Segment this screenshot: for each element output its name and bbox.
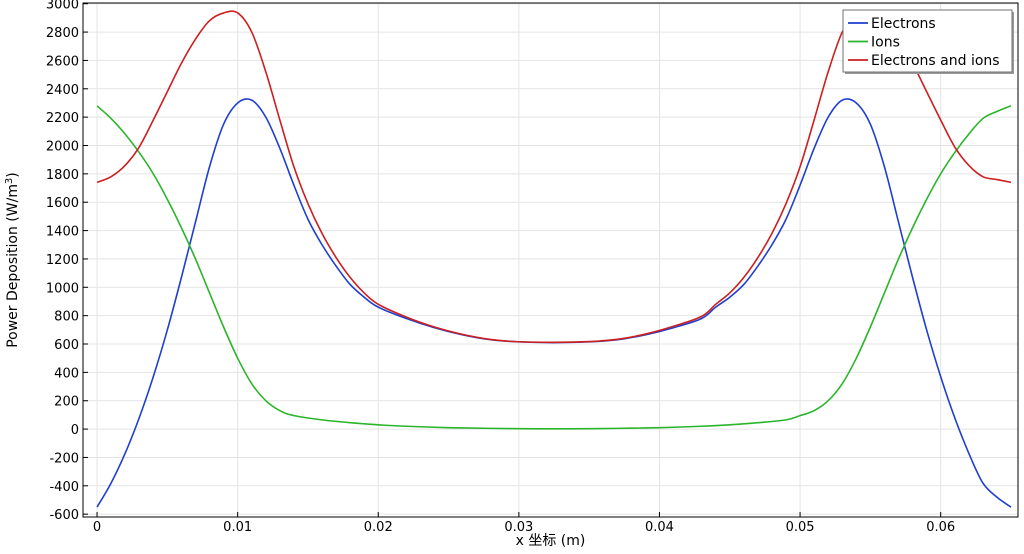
y-axis-ticks: -600 -400 -200 0 200 400 600 800 1000 1200 1400 160… — [46, 0, 88, 523]
y-tick-label: 0 — [71, 423, 79, 438]
y-tick-label: 2000 — [46, 140, 79, 155]
y-tick-label: -600 — [49, 508, 79, 523]
y-tick-label: -400 — [49, 480, 79, 495]
legend-label: Electrons and ions — [871, 53, 1000, 69]
grid — [83, 3, 1018, 517]
legend-box — [842, 9, 1013, 73]
y-tick-label: 1400 — [46, 225, 79, 240]
y-tick-label: 3000 — [46, 0, 79, 13]
y-tick-label: 1000 — [46, 281, 79, 296]
x-tick-label: 0.04 — [645, 520, 674, 535]
x-axis-ticks: 0 0.01 0.02 0.03 0.04 0.05 0.06 — [93, 512, 955, 535]
plot-area — [82, 2, 1019, 518]
y-axis-label-text: Power Deposition (W/m — [5, 184, 21, 348]
y-tick-label: 1200 — [46, 253, 79, 268]
y-tick-label: 2600 — [46, 54, 79, 69]
y-tick-label: 2200 — [46, 111, 79, 126]
y-tick-label: 600 — [54, 338, 79, 353]
y-tick-label: 1600 — [46, 196, 79, 211]
x-tick-label: 0.06 — [926, 520, 955, 535]
legend-label: Electrons — [871, 16, 936, 32]
legend-label: Ions — [871, 35, 900, 51]
y-tick-label: 1800 — [46, 168, 79, 183]
y-tick-label: 400 — [54, 366, 79, 381]
x-tick-label: 0 — [93, 520, 101, 535]
y-axis-label-superscript: 3 — [4, 178, 15, 184]
x-tick-label: 0.02 — [364, 520, 393, 535]
x-axis-label: x 坐标 (m) — [516, 533, 586, 549]
y-tick-label: -200 — [49, 451, 79, 466]
series-line-electrons — [96, 98, 1012, 508]
y-axis-label-close: ) — [5, 172, 21, 177]
x-tick-label: 0.05 — [786, 520, 815, 535]
x-tick-label: 0.01 — [223, 520, 252, 535]
y-tick-label: 800 — [54, 310, 79, 325]
y-axis-label: Power Deposition (W/m3) — [4, 172, 22, 348]
legend: Electrons Ions Electrons and ions — [842, 9, 1014, 74]
y-tick-label: 200 — [54, 395, 79, 410]
series-line-ions — [96, 105, 1012, 430]
y-tick-label: 2400 — [46, 83, 79, 98]
x-tick-label: 0.03 — [504, 520, 533, 535]
y-tick-label: 2800 — [46, 26, 79, 41]
